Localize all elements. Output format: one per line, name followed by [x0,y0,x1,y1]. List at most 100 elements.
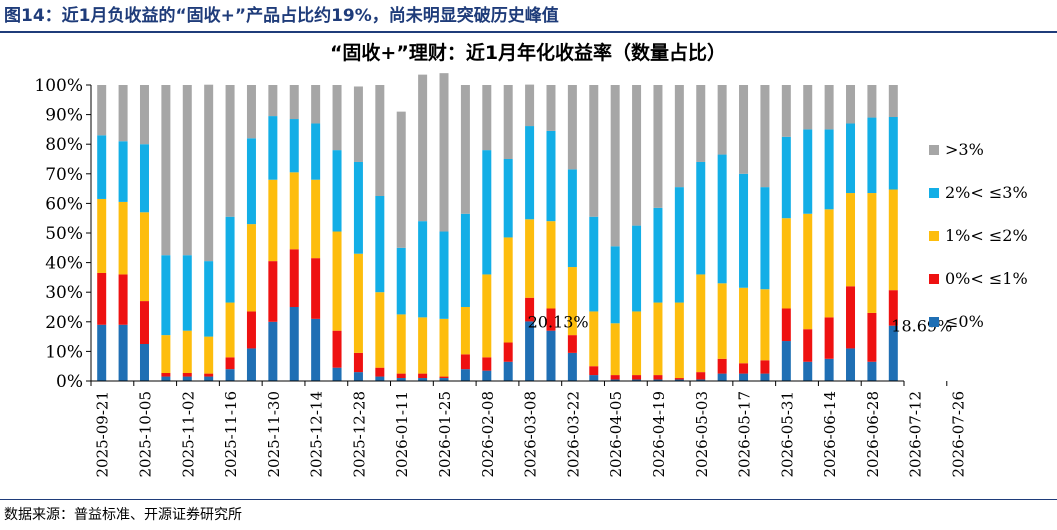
bar-segment [760,373,770,381]
bar-segment [139,212,149,302]
x-tick-label: 2026-01-11 [393,391,411,477]
bar-segment [610,375,620,380]
bar-segment [460,213,470,307]
bar-segment [546,221,556,309]
y-tick-label: 100% [34,76,83,96]
legend-swatch [929,317,939,327]
bar-segment [182,376,192,381]
bar-segment [867,361,877,381]
bar-segment [803,361,813,381]
bar-segment [653,85,663,208]
bar-segment [888,189,898,291]
x-tick-label: 2025-12-14 [308,391,326,477]
bar-segment [803,329,813,362]
bar-segment [139,144,149,213]
bar-segment [97,135,107,199]
bar-segment [311,123,321,180]
bar-segment [375,376,385,381]
legend: >3% 2%< ≤3% 1%< ≤2% 0%< ≤1% ≤0% [929,140,1028,331]
bar-segment [525,321,535,381]
bar-segment [846,193,856,287]
bar-segment [546,85,556,131]
bar-segment [610,85,620,247]
bar-segment [888,290,898,326]
legend-label: ≤0% [945,312,984,331]
bar-segment [567,85,577,170]
x-tick-label: 2026-07-12 [907,391,925,477]
bar-segment [674,85,684,188]
bar-segment [888,325,898,381]
x-axis: 2025-09-21 2025-10-05 2025-11-02 2025-11-16… [90,380,967,477]
bar-segment [846,85,856,124]
bar-segment [525,297,535,322]
bar-segment [97,272,107,325]
stacked-bar-chart: “固收+”理财：近1月年化收益率（数量占比） 0% 10% 20% 30% 40% 50%… [34,41,1028,477]
bar-segment [739,363,749,374]
bar-segment [289,119,299,173]
bar-segment [118,274,128,325]
data-annotation: 18.69% [891,317,952,336]
bar-segment [268,321,278,381]
bar-segment [118,324,128,381]
bar-segment [482,370,492,381]
bar-segment [546,308,556,331]
bar-segment [525,84,535,127]
bars [97,73,898,381]
title-rule [0,31,1057,33]
bar-segment [246,85,256,139]
bar-segment [632,225,642,312]
bar-segment [139,85,149,145]
bar-segment [717,154,727,284]
legend-label: >3% [945,140,984,159]
x-tick-label: 2026-07-26 [949,391,967,477]
y-tick-label: 0% [56,372,83,392]
bar-segment [674,378,684,380]
bar-segment [268,179,278,262]
bar-segment [204,336,214,374]
bar-segment [803,129,813,214]
y-tick-label: 80% [45,135,83,155]
bar-segment [375,292,385,368]
bar-segment [161,376,171,381]
bar-segment [332,85,342,151]
bar-segment [118,141,128,202]
y-tick-label: 70% [45,165,83,185]
bar-segment [439,378,449,381]
bar-segment [97,198,107,273]
bar-segment [439,73,449,232]
bar-segment [717,373,727,381]
bar-segment [204,261,214,337]
bar-segment [610,323,620,376]
bar-segment [717,85,727,155]
bar-segment [182,373,192,377]
source-note: 数据来源：普益标准、开源证券研究所 [4,507,242,523]
bar-segment [225,85,235,217]
bar-segment [182,255,192,331]
bar-segment [225,302,235,358]
bar-segment [161,255,171,336]
bar-segment [118,201,128,275]
bar-segment [246,348,256,381]
y-tick-label: 10% [45,342,83,362]
bar-segment [375,85,385,196]
bar-segment [717,283,727,359]
bar-segment [589,311,599,367]
bar-segment [161,373,171,377]
bar-segment [781,308,791,342]
x-tick-label: 2025-11-16 [222,391,240,477]
bar-segment [824,358,834,381]
bar-segment [396,247,406,315]
bar-segment [182,85,192,256]
bar-segment [311,85,321,124]
bar-segment [482,357,492,371]
legend-label: 1%< ≤2% [945,226,1028,245]
bar-segment [567,267,577,336]
bar-segment [139,301,149,344]
bar-segment [332,150,342,232]
x-tick-label: 2026-03-08 [522,391,540,477]
bar-segment [888,85,898,117]
bar-segment [353,352,363,373]
bar-segment [717,358,727,374]
bar-segment [396,378,406,381]
data-annotation: 20.13% [528,312,589,331]
